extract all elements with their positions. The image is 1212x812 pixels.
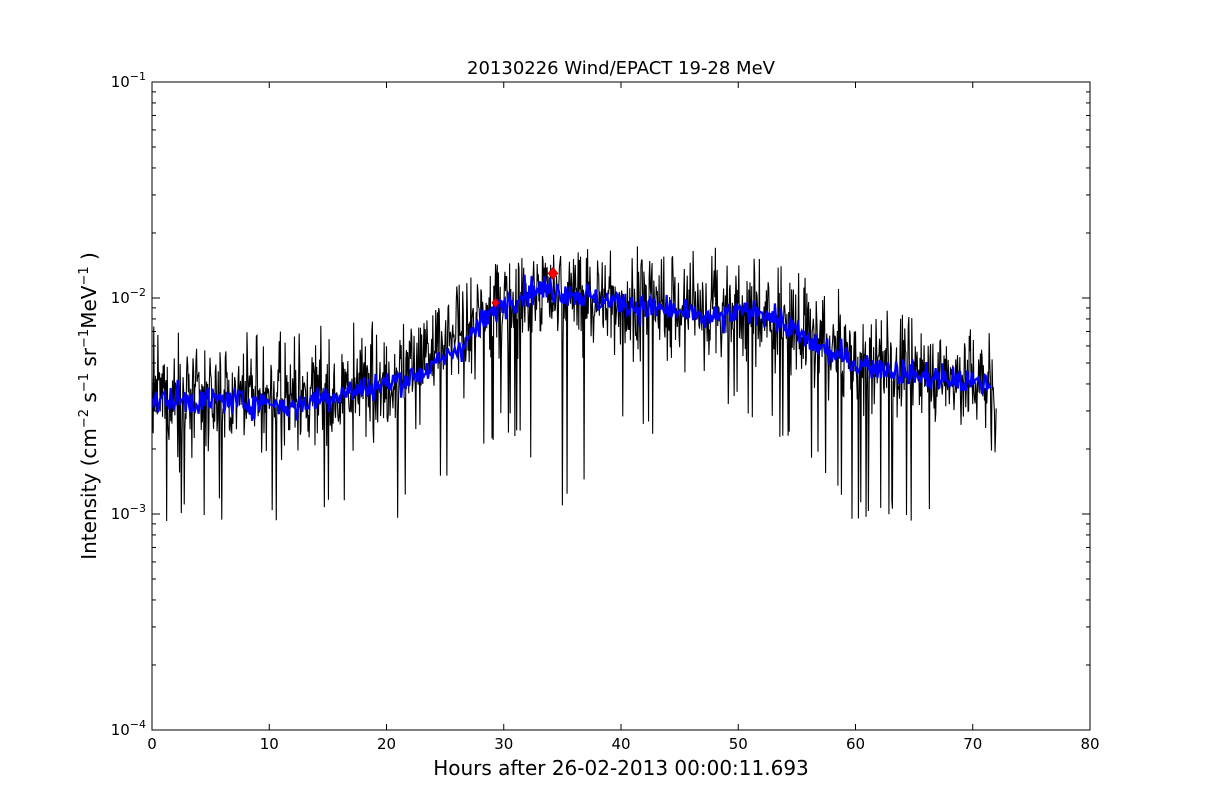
x-axis-label: Hours after 26-02-2013 00:00:11.693: [433, 756, 809, 780]
event-marker: [547, 266, 559, 281]
x-tick-label: 30: [494, 735, 513, 753]
x-tick-label: 80: [1080, 735, 1099, 753]
x-tick-label: 20: [377, 735, 396, 753]
x-tick-label: 10: [260, 735, 279, 753]
x-tick-label: 40: [611, 735, 630, 753]
x-axis: 0 10 20 30 40 50 60 70 80: [147, 82, 1100, 753]
x-tick-label: 60: [846, 735, 865, 753]
series-layer: [152, 246, 997, 522]
y-label-close: ): [77, 252, 101, 266]
x-tick-label: 50: [729, 735, 748, 753]
y-label-main: Intensity (cm: [77, 428, 101, 560]
x-tick-label: 0: [147, 735, 157, 753]
y-label-exp-mev: −1: [77, 266, 92, 285]
y-label-exp-cm: −2: [77, 409, 92, 428]
x-tick-label: 70: [963, 735, 982, 753]
event-marker: [491, 297, 500, 308]
y-label-s: s: [77, 392, 101, 409]
y-tick-label: 10−1: [111, 70, 146, 91]
smoothed-intensity-line: [152, 274, 992, 421]
y-axis: 10−1 10−2 10−3 10−4: [111, 70, 1090, 739]
y-tick-label: 10−3: [111, 502, 146, 523]
y-label-exp-sr: −1: [77, 329, 92, 348]
raw-intensity-line: [152, 246, 997, 522]
y-label-sr: sr: [77, 347, 101, 373]
y-label-mev: MeV: [77, 285, 101, 329]
plot-area: [151, 81, 1091, 731]
y-label-exp-s: −1: [77, 373, 92, 392]
y-tick-label: 10−4: [111, 718, 146, 739]
marker-layer: [491, 266, 559, 308]
y-tick-label: 10−2: [111, 286, 146, 307]
chart-title: 20130226 Wind/EPACT 19-28 MeV: [467, 58, 776, 79]
y-axis-label: Intensity (cm−2 s−1 sr−1MeV−1 ): [77, 252, 101, 560]
